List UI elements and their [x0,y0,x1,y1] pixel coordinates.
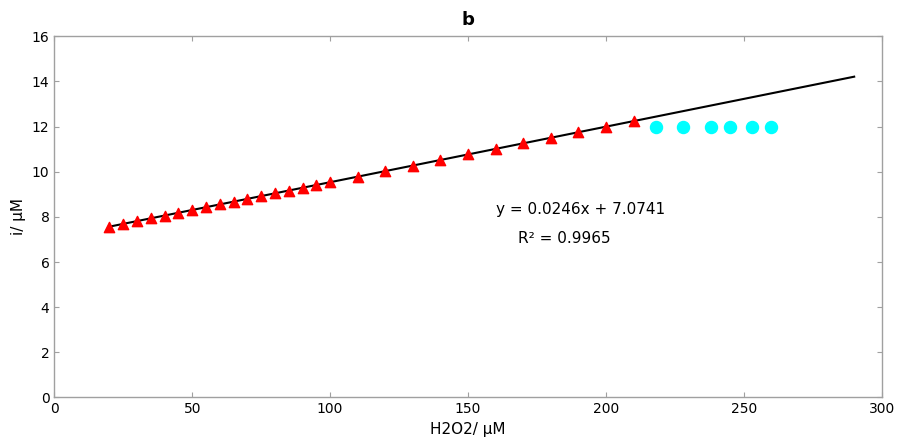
Point [703,123,718,130]
Point [240,195,255,202]
Point [282,187,296,194]
Point [309,181,323,189]
Point [626,117,641,125]
Point [406,162,420,169]
Point [745,123,759,130]
Point [116,220,130,228]
Point [516,140,530,147]
Point [323,179,337,186]
Point [676,123,690,130]
Point [226,198,241,205]
Point [171,209,186,216]
Point [571,129,585,136]
Point [488,145,503,152]
Point [649,123,663,130]
Text: R² = 0.9965: R² = 0.9965 [517,231,611,246]
Point [764,123,778,130]
Point [143,215,158,222]
Point [102,223,117,230]
Point [295,184,310,191]
Point [378,168,392,175]
Point [723,123,737,130]
Text: y = 0.0246x + 7.0741: y = 0.0246x + 7.0741 [496,202,665,217]
Point [351,173,365,180]
Point [461,151,476,158]
Point [544,134,558,142]
Point [433,156,448,164]
Point [185,207,199,214]
Point [158,212,172,219]
Title: b: b [461,11,475,29]
Point [599,123,613,130]
Point [213,201,227,208]
Point [130,218,144,225]
Point [267,190,282,197]
X-axis label: H2O2/ μM: H2O2/ μM [430,422,506,437]
Y-axis label: i/ μM: i/ μM [11,198,26,235]
Point [254,193,268,200]
Point [198,204,213,211]
